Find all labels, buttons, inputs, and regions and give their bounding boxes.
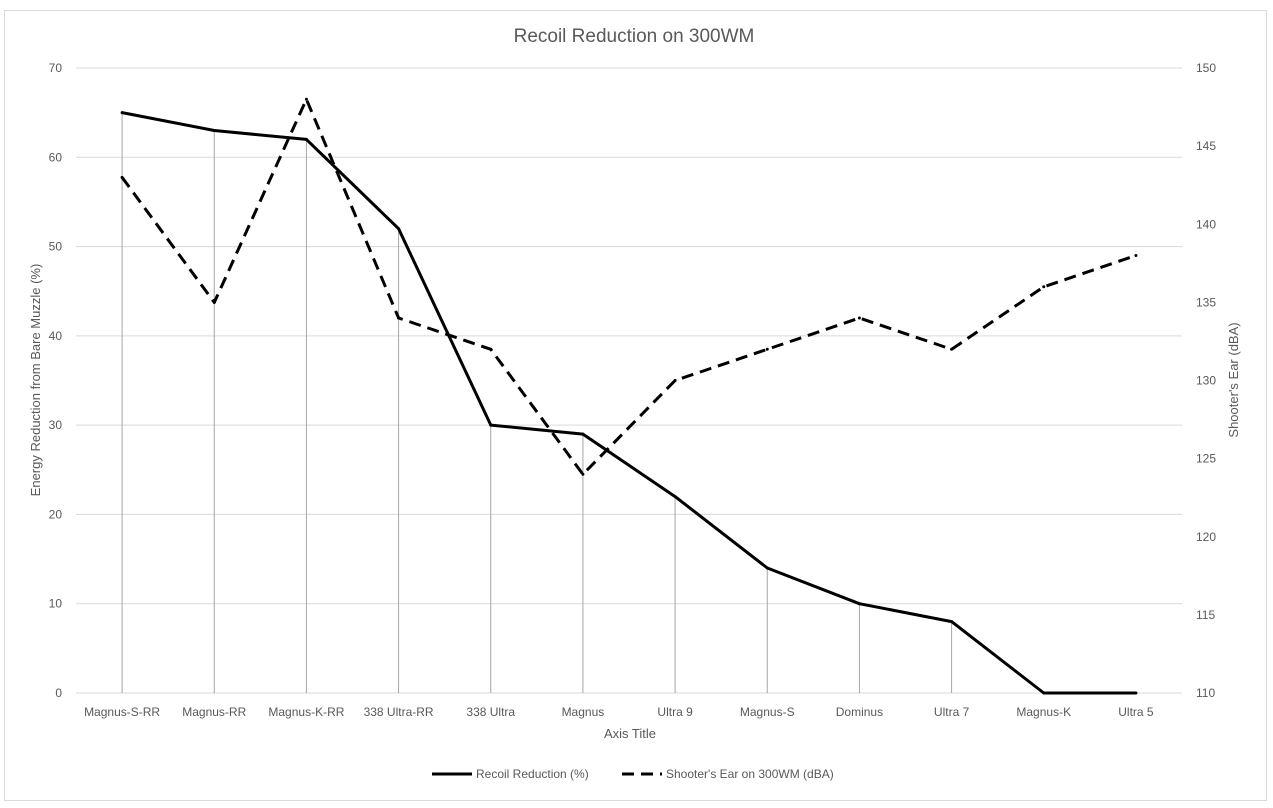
y-tick-label: 20	[49, 507, 63, 521]
data-point	[581, 472, 585, 476]
y2-tick-label: 150	[1196, 61, 1216, 75]
data-point	[581, 432, 585, 436]
x-tick-label: Dominus	[836, 705, 883, 719]
x-tick-label: Ultra 5	[1118, 705, 1154, 719]
data-point	[1134, 254, 1138, 257]
y-tick-label: 60	[49, 150, 63, 164]
y-tick-label: 0	[55, 686, 62, 700]
y2-axis-label: Shooter's Ear (dBA)	[1226, 322, 1241, 437]
x-axis-label: Axis Title	[604, 726, 656, 741]
legend: Recoil Reduction (%) Shooter's Ear on 300…	[432, 767, 834, 781]
data-point	[120, 111, 124, 115]
data-point	[673, 379, 677, 382]
data-point	[765, 347, 769, 351]
data-point	[950, 347, 954, 351]
data-point	[397, 316, 401, 320]
data-point	[304, 97, 308, 101]
data-point	[857, 316, 861, 320]
data-point	[120, 175, 124, 179]
data-point	[1042, 285, 1046, 289]
x-tick-label: Magnus-K	[1016, 705, 1071, 719]
y2-tick-label: 110	[1196, 686, 1215, 700]
x-tick-label: Magnus-S-RR	[84, 705, 160, 719]
data-point	[212, 300, 216, 304]
data-point	[1042, 691, 1046, 695]
chart-title: Recoil Reduction on 300WM	[514, 26, 755, 47]
data-point	[212, 129, 216, 132]
data-point	[304, 137, 308, 141]
data-point	[857, 602, 861, 606]
y2-tick-label: 115	[1196, 608, 1215, 622]
data-point	[489, 347, 493, 351]
y2-tick-label: 145	[1196, 139, 1216, 153]
y2-tick-label: 130	[1196, 374, 1216, 388]
y-tick-label: 40	[49, 329, 63, 343]
x-tick-label: Magnus	[562, 705, 605, 719]
y-tick-label: 10	[49, 597, 63, 611]
legend-label: Shooter's Ear on 300WM (dBA)	[666, 767, 834, 781]
data-point	[765, 566, 769, 570]
shooters-ear-line	[120, 97, 1137, 476]
legend-label: Recoil Reduction (%)	[476, 767, 589, 781]
data-point	[950, 620, 954, 624]
y2-tick-label: 140	[1196, 217, 1216, 231]
series-lines	[120, 97, 1138, 695]
y2-axis-ticks: 110 115 120 125 130 135 140 145 150	[1196, 61, 1216, 700]
gridlines	[76, 67, 1182, 694]
x-tick-label: Ultra 9	[657, 705, 693, 719]
y2-tick-label: 125	[1196, 452, 1216, 466]
x-tick-label: Magnus-RR	[182, 705, 246, 719]
data-point	[397, 227, 401, 231]
y2-tick-label: 135	[1196, 295, 1216, 309]
data-point	[489, 423, 493, 427]
drop-lines	[121, 112, 953, 693]
x-axis-ticks: Magnus-S-RR Magnus-RR Magnus-K-RR 338 Ultra…	[84, 705, 1154, 719]
y-tick-label: 70	[49, 61, 63, 75]
y-tick-label: 50	[49, 240, 63, 254]
x-tick-label: 338 Ultra-RR	[364, 705, 434, 719]
x-tick-label: Ultra 7	[934, 705, 970, 719]
recoil-reduction-line	[121, 111, 1136, 695]
x-tick-label: Magnus-K-RR	[268, 705, 344, 719]
data-point	[1134, 691, 1138, 695]
y2-tick-label: 120	[1196, 530, 1216, 544]
x-tick-label: Magnus-S	[740, 705, 795, 719]
y-axis-label: Energy Reduction from Bare Muzzle (%)	[28, 264, 43, 497]
y-tick-label: 30	[49, 418, 63, 432]
data-point	[673, 495, 677, 499]
x-tick-label: 338 Ultra	[466, 705, 515, 719]
y-axis-ticks: 0 10 20 30 40 50 60 70	[49, 61, 63, 700]
